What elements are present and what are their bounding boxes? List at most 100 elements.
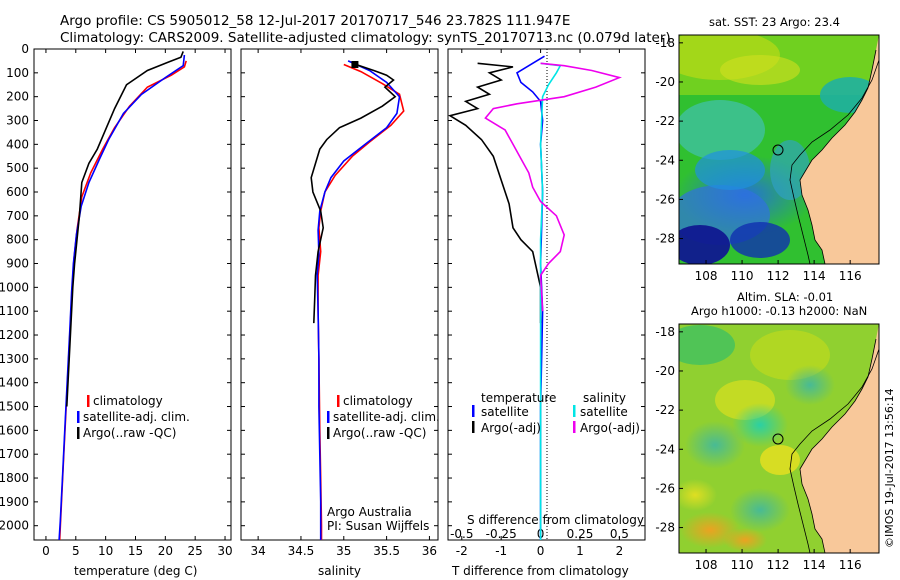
legend-swatch-argo bbox=[77, 427, 80, 439]
map-x-tick-label: 110 bbox=[731, 558, 754, 572]
credit-text: ©IMOS 19-Jul-2017 13:56:14 bbox=[883, 388, 896, 548]
depth-tick-label: 300 bbox=[6, 114, 29, 128]
x-top-tick-label: -0.5 bbox=[450, 527, 473, 541]
figure-title-line1: Argo profile: CS 5905012_58 12-Jul-2017 … bbox=[60, 13, 570, 29]
sst-map-panel: sat. SST: 23 Argo: 23.4 108 110 112 114 116 -… bbox=[655, 15, 880, 283]
depth-tick-label: 200 bbox=[6, 90, 29, 104]
salinity-annotation-line2: PI: Susan Wijffels bbox=[327, 519, 429, 533]
sla-map-title-line1: Altim. SLA: -0.01 bbox=[737, 290, 833, 304]
depth-tick-label: 1200 bbox=[0, 328, 29, 342]
map-x-tick-label: 112 bbox=[767, 269, 790, 283]
difference-series bbox=[448, 55, 622, 540]
x-tick-label: 1 bbox=[576, 544, 584, 558]
legend-label-climatology: climatology bbox=[93, 394, 163, 408]
difference-top-x-label: S difference from climatology bbox=[467, 513, 644, 527]
legend-label-satellite: satellite-adj. clim. bbox=[83, 410, 190, 424]
map-y-tick-label: -20 bbox=[655, 364, 675, 378]
legend-swatch-argo bbox=[327, 427, 330, 439]
x-top-tick-label: 0.25 bbox=[567, 527, 594, 541]
series-line-satellite-adj-clim bbox=[316, 60, 401, 540]
map-y-tick-label: -28 bbox=[655, 232, 675, 246]
depth-tick-label: 900 bbox=[6, 257, 29, 271]
salinity-x-label: salinity bbox=[318, 564, 361, 578]
difference-panel: -2 -1 0 1 2-0.5 -0.25 0 0.25 0.5 temperature sal… bbox=[447, 48, 646, 578]
map-x-tick-label: 114 bbox=[803, 558, 826, 572]
map-y-tick-label: -28 bbox=[655, 521, 675, 535]
sla-coastline bbox=[799, 338, 877, 553]
legend-heading-salinity: salinity bbox=[583, 391, 626, 405]
x-tick-label: 34 bbox=[250, 544, 265, 558]
legend-label-sal-satellite: satellite bbox=[580, 405, 628, 419]
sla-land-mass bbox=[800, 324, 879, 553]
x-tick-label: 35 bbox=[336, 544, 351, 558]
sst-argo-location bbox=[772, 144, 784, 156]
depth-tick-label: 600 bbox=[6, 185, 29, 199]
figure-title-line2: Climatology: CARS2009. Satellite-adjuste… bbox=[60, 30, 671, 46]
sst-land-mass bbox=[800, 35, 879, 264]
difference-x-label: T difference from climatology bbox=[451, 564, 629, 578]
legend-swatch-satellite bbox=[77, 411, 80, 423]
depth-tick-label: 1300 bbox=[0, 352, 29, 366]
temperature-plot-frame bbox=[33, 48, 232, 541]
sla-map-title-line2: Argo h1000: -0.13 h2000: NaN bbox=[691, 304, 867, 318]
argo-surface-marker bbox=[351, 60, 359, 68]
legend-label-climatology: climatology bbox=[343, 394, 413, 408]
x-tick-label: 25 bbox=[188, 544, 203, 558]
x-tick-label: -2 bbox=[456, 544, 468, 558]
depth-tick-label: 1900 bbox=[0, 495, 29, 509]
map-y-tick-label: -18 bbox=[655, 325, 675, 339]
temperature-panel: 0 5 10 15 20 25 30 climatology satellite-adj. … bbox=[33, 48, 233, 578]
depth-tick-label: 1600 bbox=[0, 423, 29, 437]
x-tick-label: 15 bbox=[128, 544, 143, 558]
legend-label-argo: Argo(..raw -QC) bbox=[83, 426, 176, 440]
legend-swatch-satellite bbox=[327, 411, 330, 423]
depth-tick-label: 1800 bbox=[0, 471, 29, 485]
sst-map-title: sat. SST: 23 Argo: 23.4 bbox=[709, 15, 840, 29]
sst-map-ticks: 108 110 112 114 116 -18 -20 -22 -24 -26 -28 bbox=[655, 36, 861, 283]
series-line-argo-raw-qc bbox=[66, 51, 184, 407]
legend-label-temp-argo: Argo(-adj) bbox=[481, 421, 541, 435]
x-tick-label: 30 bbox=[217, 544, 232, 558]
depth-tick-label: 1500 bbox=[0, 400, 29, 414]
map-y-tick-label: -18 bbox=[655, 36, 675, 50]
map-x-tick-label: 116 bbox=[839, 269, 862, 283]
x-tick-label: 10 bbox=[98, 544, 113, 558]
salinity-panel: 34 34.5 35 35.5 36 climatology satellite-adj… bbox=[240, 48, 440, 578]
depth-tick-label: 1700 bbox=[0, 447, 29, 461]
legend-swatch-temp-argo bbox=[472, 421, 475, 433]
depth-tick-label: 500 bbox=[6, 161, 29, 175]
difference-legend: temperature salinity satellite Argo(-adj… bbox=[472, 391, 640, 435]
x-tick-label: 5 bbox=[72, 544, 80, 558]
series-line-argo-raw-qc bbox=[310, 62, 397, 324]
x-top-tick-label: -0.25 bbox=[486, 527, 517, 541]
depth-tick-label: 1100 bbox=[0, 304, 29, 318]
map-y-tick-label: -24 bbox=[655, 442, 675, 456]
x-tick-label: 34.5 bbox=[288, 544, 315, 558]
map-x-tick-label: 108 bbox=[695, 269, 718, 283]
map-y-tick-label: -22 bbox=[655, 403, 675, 417]
map-x-tick-label: 116 bbox=[839, 558, 862, 572]
salinity-annotation-line1: Argo Australia bbox=[327, 505, 412, 519]
legend-label-temp-satellite: satellite bbox=[481, 405, 529, 419]
legend-swatch-temp-satellite bbox=[472, 405, 475, 417]
sla-shelf-contour bbox=[789, 348, 879, 553]
legend-swatch-climatology bbox=[337, 395, 340, 407]
sla-map-frame bbox=[678, 323, 880, 554]
sst-map-image bbox=[679, 35, 879, 264]
sst-shelf-contour bbox=[789, 59, 879, 264]
map-y-tick-label: -26 bbox=[655, 481, 675, 495]
depth-tick-label: 400 bbox=[6, 137, 29, 151]
temperature-legend: climatology satellite-adj. clim. Argo(..… bbox=[77, 394, 190, 440]
series-line-temperature-argo-adj bbox=[448, 62, 542, 324]
x-tick-label: 36 bbox=[422, 544, 437, 558]
depth-tick-label: 800 bbox=[6, 233, 29, 247]
legend-swatch-sal-argo bbox=[573, 421, 576, 433]
salinity-legend: climatology satellite-adj. clim. Argo(..… bbox=[327, 394, 440, 440]
x-tick-label: 2 bbox=[616, 544, 624, 558]
depth-tick-label: 0 bbox=[21, 42, 29, 56]
x-top-tick-label: 0.5 bbox=[610, 527, 629, 541]
legend-swatch-sal-satellite bbox=[573, 405, 576, 417]
x-tick-label: 35.5 bbox=[373, 544, 400, 558]
salinity-axis-ticks: 34 34.5 35 35.5 36 bbox=[241, 48, 438, 558]
